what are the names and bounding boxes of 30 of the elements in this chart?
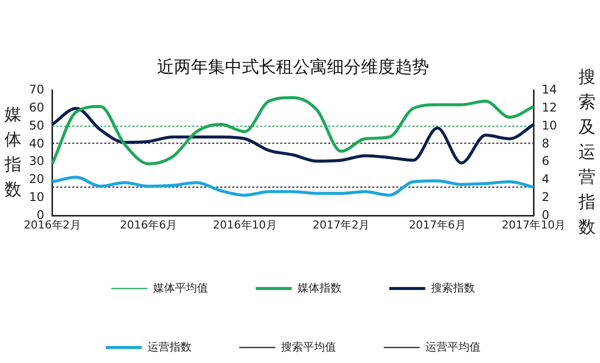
y2-tick-label: 6	[542, 154, 550, 168]
legend-label: 运营平均值	[425, 340, 480, 354]
y-tick-label: 40	[28, 136, 44, 150]
y2-tick-label: 14	[542, 82, 558, 97]
x-tick-label: 2016年10月	[212, 218, 277, 232]
y2-tick-label: 12	[542, 100, 558, 114]
legend-label: 媒体平均值	[152, 281, 208, 294]
y-tick-label: 20	[28, 172, 44, 186]
chart-title: 近两年集中式长租公寓细分维度趋势	[157, 58, 429, 78]
y2-tick-label: 10	[542, 118, 558, 132]
y2-tick-label: 8	[542, 136, 550, 150]
y-tick-label: 60	[28, 100, 44, 114]
legend-label: 搜索平均值	[280, 340, 336, 354]
legend-label: 媒体指数	[297, 281, 342, 294]
y2-tick-label: 4	[542, 172, 550, 186]
y-tick-label: 10	[28, 190, 44, 204]
y-tick-label: 70	[28, 82, 44, 97]
x-tick-label: 2016年6月	[120, 218, 178, 232]
y-axis-title: 媒体指数	[4, 105, 22, 200]
x-tick-label: 2017年2月	[312, 218, 370, 232]
legend-label: 运营指数	[147, 340, 192, 354]
y-tick-label: 30	[28, 154, 44, 168]
line-series	[50, 96, 536, 166]
y2-tick-label: 2	[542, 190, 550, 204]
line-series	[50, 106, 536, 164]
x-tick-label: 2017年6月	[408, 218, 466, 232]
legend-label: 搜索指数	[430, 281, 475, 294]
y-tick-label: 50	[28, 118, 44, 132]
y2-axis-title: 搜索及运营指数	[578, 68, 596, 238]
line-series	[50, 176, 536, 197]
